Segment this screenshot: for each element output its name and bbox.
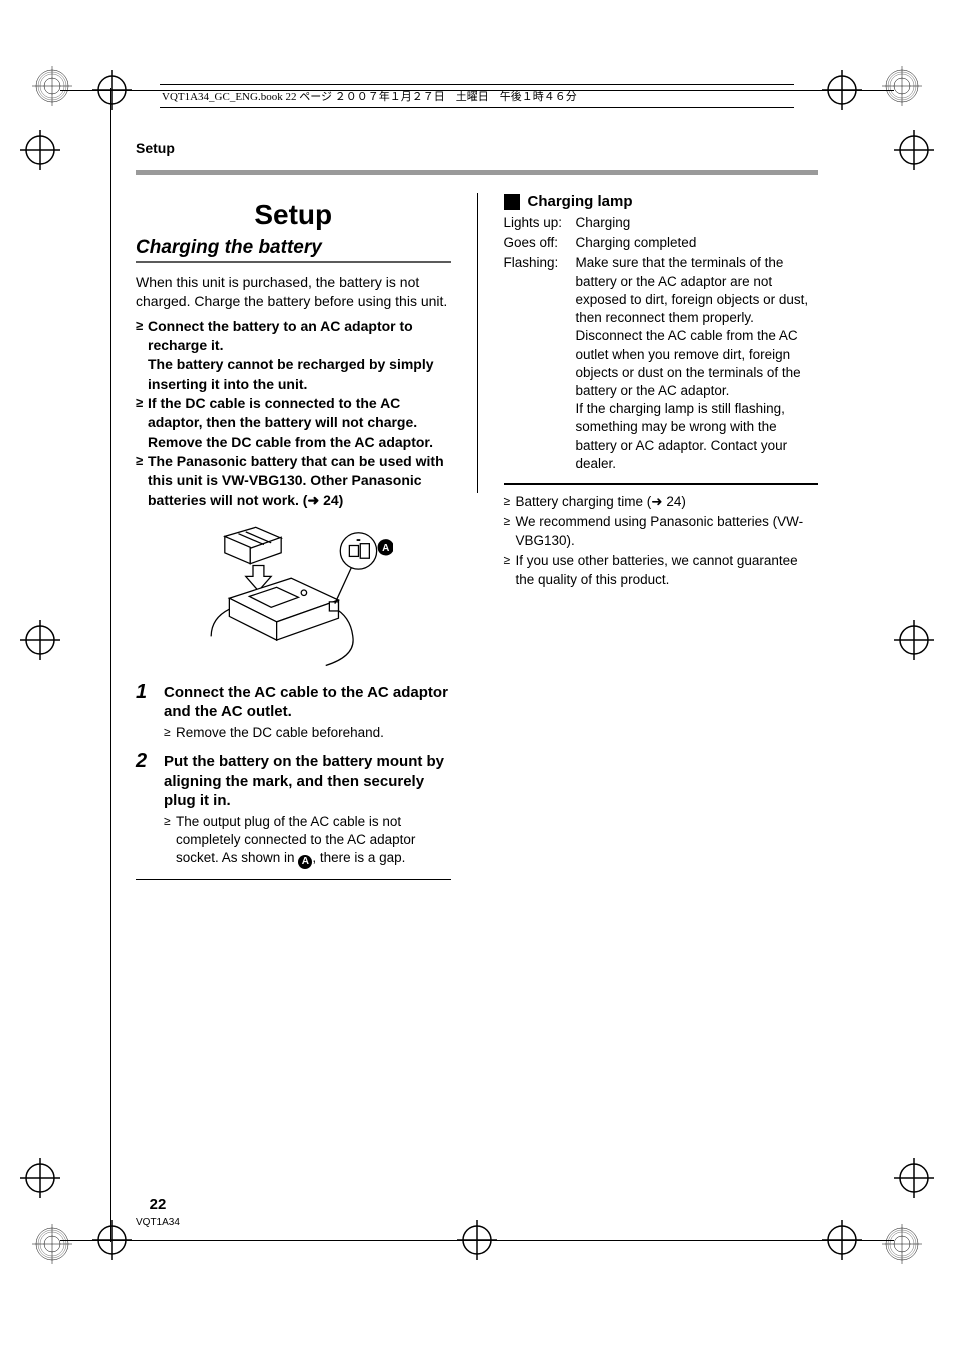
left-end-rule xyxy=(136,879,451,881)
cross-bottom-left xyxy=(92,1220,132,1260)
step-number: 2 xyxy=(136,750,147,773)
cross-mid-right-1 xyxy=(894,130,934,170)
cross-top-left xyxy=(92,70,132,110)
def-key: Lights up: xyxy=(504,214,572,232)
section-rule xyxy=(136,170,818,175)
def-key: Flashing: xyxy=(504,254,572,473)
bullet-item: The Panasonic battery that can be used w… xyxy=(136,452,451,510)
right-notes: Battery charging time (➜ 24) We recommen… xyxy=(504,493,819,590)
cross-top-right xyxy=(822,70,862,110)
note-item: Battery charging time (➜ 24) xyxy=(504,493,819,512)
square-icon xyxy=(504,194,520,210)
cross-mid-right-3 xyxy=(894,1158,934,1198)
heading-text: Charging lamp xyxy=(528,193,633,210)
column-separator xyxy=(477,193,478,493)
page-info-header: VQT1A34_GC_ENG.book 22 ページ ２００７年１月２７日 土曜… xyxy=(160,84,794,108)
svg-text:A: A xyxy=(382,543,389,554)
page-content: Setup Setup Charging the battery When th… xyxy=(136,140,818,1228)
right-rule xyxy=(504,483,819,485)
reg-mark-tr xyxy=(882,66,922,106)
step-sub: Remove the DC cable beforehand. xyxy=(164,724,451,742)
reg-mark-tl xyxy=(32,66,72,106)
figure-ac-adaptor: A xyxy=(193,518,393,673)
cross-mid-left-2 xyxy=(20,620,60,660)
step-list: 1 Connect the AC cable to the AC adaptor… xyxy=(136,683,451,869)
step-number: 1 xyxy=(136,681,147,704)
right-column: Charging lamp Lights up: Charging Goes o… xyxy=(504,193,819,880)
page-number-block: 22 VQT1A34 xyxy=(136,1196,180,1228)
step-2: 2 Put the battery on the battery mount b… xyxy=(136,752,451,869)
cross-mid-left-1 xyxy=(20,130,60,170)
step-1: 1 Connect the AC cable to the AC adaptor… xyxy=(136,683,451,742)
left-column: Setup Charging the battery When this uni… xyxy=(136,193,451,880)
def-val: Charging xyxy=(576,214,819,232)
cross-mid-right-2 xyxy=(894,620,934,660)
label-a-badge-icon: A xyxy=(298,855,312,869)
bullet-item: Connect the battery to an AC adaptor to … xyxy=(136,317,451,394)
note-item: We recommend using Panasonic batteries (… xyxy=(504,513,819,550)
def-val: Make sure that the terminals of the batt… xyxy=(576,254,819,473)
bullet-item: If the DC cable is connected to the AC a… xyxy=(136,394,451,452)
reg-mark-bl xyxy=(32,1224,72,1264)
step-title: Connect the AC cable to the AC adaptor a… xyxy=(164,683,451,722)
reg-mark-br xyxy=(882,1224,922,1264)
note-item: If you use other batteries, we cannot gu… xyxy=(504,552,819,589)
intro-paragraph: When this unit is purchased, the battery… xyxy=(136,273,451,311)
step-sub: The output plug of the AC cable is not c… xyxy=(164,813,451,869)
bold-bullet-list: Connect the battery to an AC adaptor to … xyxy=(136,317,451,510)
lamp-definitions: Lights up: Charging Goes off: Charging c… xyxy=(504,214,819,473)
cross-bottom-right xyxy=(822,1220,862,1260)
subtitle-rule xyxy=(136,261,451,263)
section-label: Setup xyxy=(136,140,818,156)
step-title: Put the battery on the battery mount by … xyxy=(164,752,451,811)
cross-mid-left-3 xyxy=(20,1158,60,1198)
page-title: Setup xyxy=(136,199,451,231)
charging-lamp-heading: Charging lamp xyxy=(504,193,819,210)
def-val: Charging completed xyxy=(576,234,819,252)
page-number: 22 xyxy=(136,1196,180,1213)
doc-code: VQT1A34 xyxy=(136,1217,180,1228)
def-key: Goes off: xyxy=(504,234,572,252)
subtitle: Charging the battery xyxy=(136,237,451,259)
